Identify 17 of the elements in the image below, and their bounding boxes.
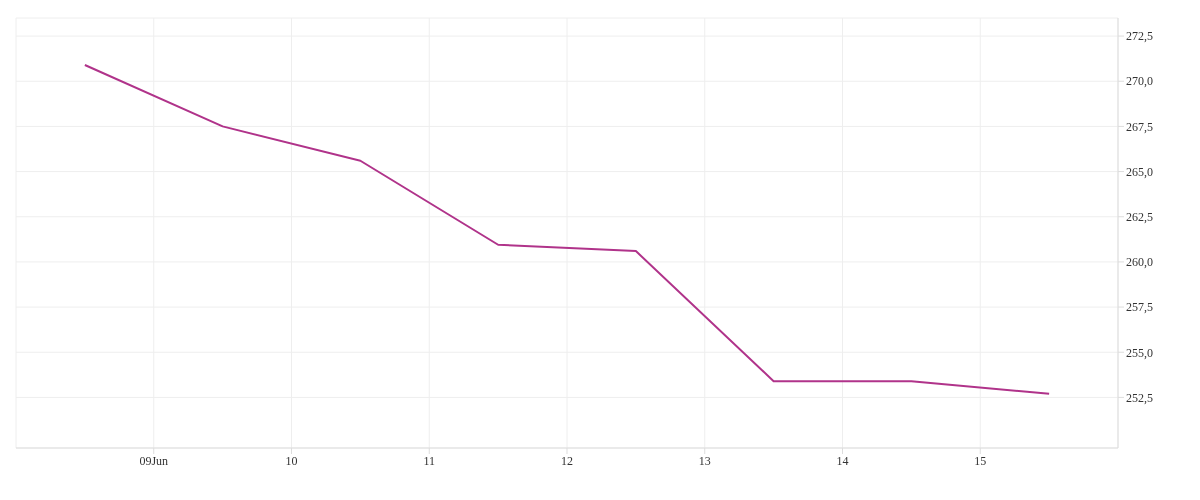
y-tick-label: 255,0	[1126, 345, 1153, 360]
y-tick-label: 262,5	[1126, 210, 1153, 224]
y-tick-label: 272,5	[1126, 29, 1153, 44]
y-tick-label: 267,5	[1126, 119, 1153, 134]
y-tick-label: 257,5	[1126, 300, 1153, 315]
y-tick-label: 252,5	[1126, 390, 1153, 405]
line-series	[83, 63, 1051, 395]
y-tick-label: 270,0	[1126, 74, 1153, 89]
x-tick-label: 11	[423, 453, 436, 468]
y-tick-label: 260,0	[1126, 255, 1153, 270]
x-tick-label: 13	[698, 453, 711, 468]
y-tick-label: 265,0	[1126, 164, 1153, 179]
x-tick-label: 14	[836, 453, 849, 468]
x-tick-label: 15	[974, 453, 987, 468]
x-tick-label: 12	[561, 453, 573, 468]
x-tick-label: 09Jun	[139, 453, 169, 468]
x-tick-label: 10	[285, 453, 298, 468]
